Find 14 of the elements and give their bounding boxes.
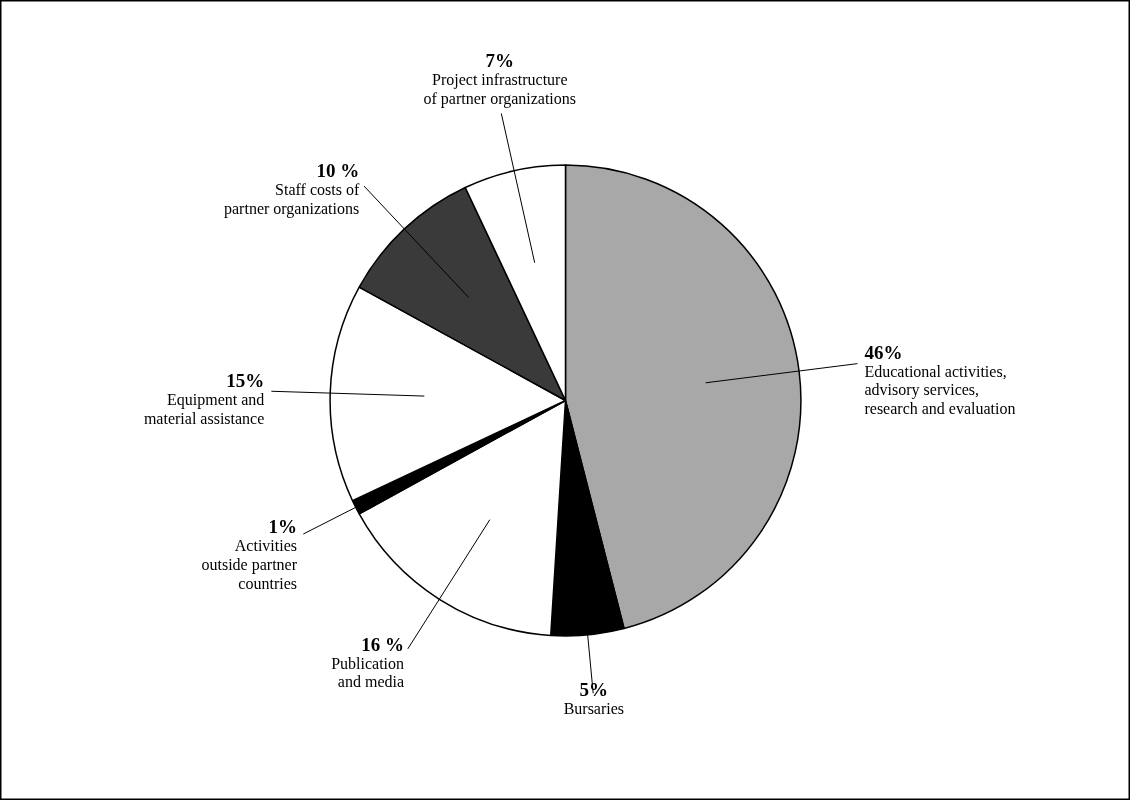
slice-label: Publication and media [331,654,405,691]
data-label: 46% [864,341,903,363]
slice-label: Educational activities, advisory services, research and evaluation [864,362,1016,418]
data-label: 10 % [316,159,360,181]
data-label: 7% [485,49,515,71]
slice-label: Equipment and material assistance [143,391,265,427]
data-label: 16 % [361,633,405,655]
slice-label: Activities outside partner countries [201,537,298,592]
data-label: 1% [268,516,298,538]
slice-label: Project infrastructure of partner organizations [423,70,577,108]
data-label: 15% [226,370,265,392]
data-label: 5% [579,679,609,701]
slice-label: Bursaries [563,700,625,718]
slice-label: Staff costs of partner organizations [224,180,360,218]
